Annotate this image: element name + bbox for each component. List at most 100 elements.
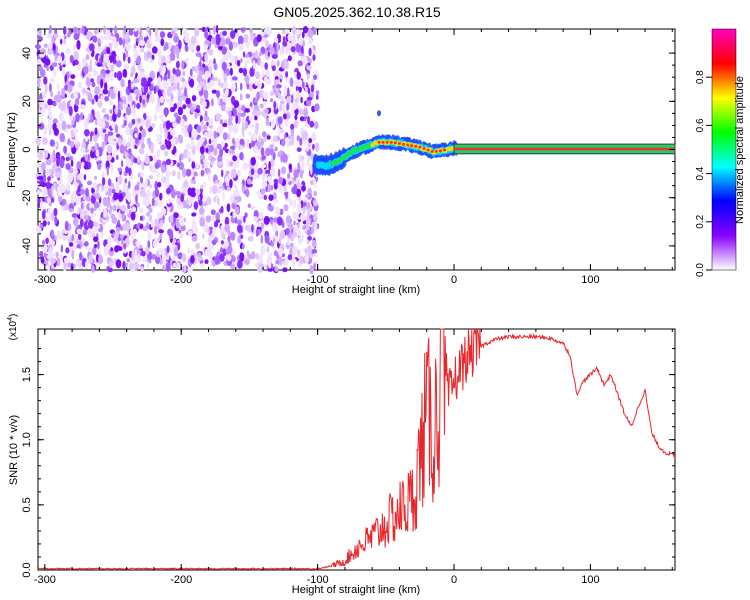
noise-speck (76, 161, 82, 171)
noise-speck (290, 94, 294, 104)
noise-speck (310, 92, 314, 98)
colorbar-label: Normalized spectral amplitude (734, 76, 746, 224)
noise-speck (54, 53, 58, 62)
noise-speck (84, 129, 90, 137)
noise-speck (242, 51, 246, 58)
noise-speck (43, 76, 48, 85)
noise-speck (225, 170, 230, 175)
noise-speck (190, 255, 195, 264)
noise-speck (159, 96, 164, 104)
noise-speck (90, 207, 94, 214)
noise-speck (134, 26, 137, 32)
noise-speck (163, 74, 168, 82)
noise-speck (183, 265, 187, 273)
noise-speck (91, 227, 98, 233)
noise-speck (101, 177, 106, 186)
noise-speck (232, 137, 235, 145)
noise-speck (198, 137, 203, 147)
noise-speck (253, 173, 258, 179)
noise-speck (52, 101, 57, 107)
noise-speck (39, 109, 44, 119)
noise-speck (65, 163, 71, 170)
noise-speck (243, 33, 249, 44)
noise-speck (236, 112, 242, 118)
snr-scale-label: (x10 (8, 320, 19, 340)
noise-speck (215, 24, 219, 34)
noise-speck (193, 171, 198, 177)
noise-speck (176, 81, 180, 91)
noise-speck (287, 87, 290, 97)
noise-speck (56, 258, 61, 267)
noise-speck (117, 138, 123, 147)
noise-speck (258, 211, 264, 220)
noise-speck (38, 122, 45, 130)
noise-speck (212, 227, 217, 233)
noise-speck (199, 54, 203, 62)
noise-speck (207, 118, 214, 126)
noise-speck (147, 77, 153, 82)
noise-speck (136, 117, 142, 124)
noise-speck (68, 208, 74, 213)
noise-speck (190, 248, 195, 255)
noise-speck (299, 169, 304, 179)
noise-speck (181, 60, 185, 70)
noise-speck (199, 154, 206, 160)
noise-speck (154, 180, 159, 191)
snr-y-ticks: 0.0 0.5 1.0 1.5 (21, 348, 675, 578)
noise-speck (84, 260, 89, 270)
noise-speck (118, 193, 124, 202)
noise-speck (253, 216, 258, 222)
noise-speck (237, 116, 241, 125)
noise-speck (264, 25, 271, 35)
noise-speck (71, 249, 75, 260)
noise-speck (133, 89, 140, 95)
noise-speck (138, 40, 145, 46)
noise-speck (39, 80, 43, 87)
noise-speck (220, 82, 224, 89)
noise-speck (304, 254, 310, 264)
noise-speck (237, 35, 244, 46)
noise-speck (226, 132, 231, 140)
noise-speck (294, 98, 299, 103)
noise-speck (280, 128, 284, 134)
noise-speck (104, 75, 110, 83)
noise-speck (171, 82, 178, 91)
noise-speck (160, 144, 167, 151)
noise-speck (122, 38, 125, 48)
noise-speck (217, 197, 220, 206)
noise-speck (250, 156, 256, 166)
noise-speck (246, 138, 250, 148)
noise-speck (192, 235, 198, 242)
noise-speck (103, 55, 110, 63)
noise-speck (106, 257, 112, 262)
noise-speck (258, 254, 262, 263)
noise-speck (315, 210, 319, 216)
noise-speck (122, 260, 126, 270)
noise-speck (233, 100, 240, 109)
noise-speck (279, 248, 283, 258)
noise-speck (285, 44, 291, 55)
noise-speck (211, 89, 218, 94)
noise-speck (61, 120, 67, 131)
noise-speck (270, 218, 273, 225)
noise-speck (181, 127, 185, 132)
noise-speck (273, 37, 279, 44)
noise-speck (291, 251, 295, 261)
noise-speck (282, 35, 286, 45)
noise-speck (234, 55, 238, 61)
noise-speck (144, 178, 148, 186)
noise-speck (204, 30, 209, 39)
noise-speck (96, 47, 103, 52)
noise-speck (198, 61, 202, 67)
noise-speck (313, 74, 317, 80)
noise-speck (147, 231, 152, 241)
noise-speck (309, 120, 315, 128)
noise-speck (292, 102, 298, 111)
noise-speck (50, 91, 54, 97)
noise-speck (302, 216, 308, 220)
noise-speck (154, 218, 158, 227)
noise-speck (62, 26, 67, 35)
noise-speck (196, 143, 200, 150)
noise-speck (42, 220, 47, 227)
noise-speck (107, 135, 114, 145)
